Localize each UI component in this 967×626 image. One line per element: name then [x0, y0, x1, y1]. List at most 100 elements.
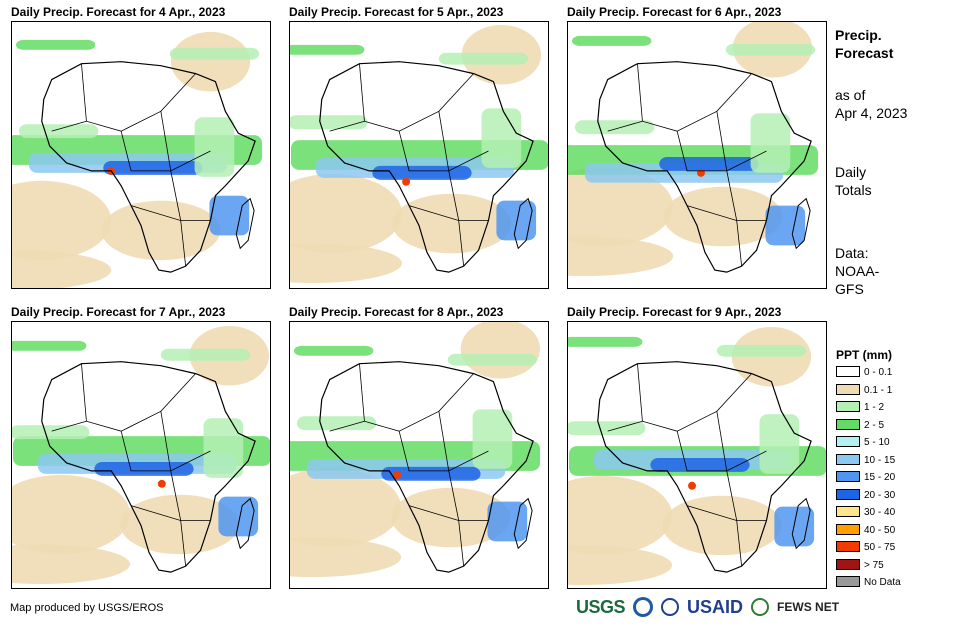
- country-borders: [41, 61, 256, 273]
- legend-item: 5 - 10: [836, 436, 890, 449]
- legend-swatch: [836, 541, 860, 552]
- precip-band: [296, 416, 377, 431]
- precip-band: [194, 117, 235, 177]
- precip-hotspot: [393, 470, 402, 479]
- panel-title-4: Daily Precip. Forecast for 7 Apr., 2023: [11, 305, 226, 319]
- panel-title-2: Daily Precip. Forecast for 5 Apr., 2023: [289, 5, 504, 19]
- usaid-logo: USAID: [687, 596, 744, 617]
- usaid-seal-icon: [661, 598, 680, 616]
- legend-label: 20 - 30: [864, 489, 896, 501]
- precip-band: [209, 195, 250, 236]
- country-border: [676, 431, 767, 472]
- country-border: [438, 411, 489, 521]
- country-border: [120, 131, 211, 172]
- legend-swatch: [836, 523, 860, 535]
- dry-area: [101, 200, 221, 261]
- dry-area: [12, 250, 112, 288]
- dry-area: [290, 243, 403, 284]
- precip-band: [472, 409, 513, 469]
- map-panel-2: [289, 21, 549, 289]
- map-panel-5: [289, 321, 549, 589]
- sidebar-asof: as of Apr 4, 2023: [835, 87, 908, 121]
- dry-area: [568, 236, 674, 277]
- fews-seal-icon: [751, 598, 770, 616]
- precip-band: [381, 466, 481, 481]
- legend-label: > 75: [864, 559, 884, 571]
- legend-swatch: [836, 558, 860, 570]
- legend-item: 40 - 50: [836, 523, 896, 537]
- country-border: [637, 363, 752, 432]
- precip-hotspot: [688, 481, 697, 490]
- sidebar-totals: Daily Totals: [835, 164, 872, 198]
- panel-title-6: Daily Precip. Forecast for 9 Apr., 2023: [567, 305, 782, 319]
- legend-label: 0.1 - 1: [864, 384, 893, 396]
- country-border: [329, 420, 365, 432]
- country-border: [716, 111, 767, 221]
- legend-item: 10 - 15: [836, 453, 895, 467]
- precip-band: [725, 43, 816, 56]
- precip-band: [372, 165, 472, 180]
- legend-label: No Data: [864, 577, 901, 588]
- dry-area: [568, 545, 673, 586]
- country-border: [607, 120, 643, 132]
- legend-label: 50 - 75: [864, 542, 896, 553]
- precip-band: [487, 501, 528, 542]
- dry-area: [170, 31, 251, 92]
- country-border: [160, 411, 211, 521]
- madagascar-outline: [235, 197, 255, 250]
- country-border: [398, 431, 489, 472]
- madagascar-outline: [791, 197, 811, 250]
- map-graphic: [568, 22, 819, 277]
- map-panel-6: [567, 321, 827, 589]
- dry-area: [290, 537, 402, 578]
- precip-band: [750, 113, 791, 173]
- legend-item: 0 - 0.1: [836, 366, 892, 379]
- fews-net-logo: FEWS NET: [777, 600, 840, 614]
- country-border: [408, 505, 465, 567]
- country-border: [359, 363, 474, 432]
- precip-band: [293, 345, 374, 356]
- legend-swatch: [836, 453, 860, 465]
- legend-swatch: [836, 366, 860, 377]
- country-border: [408, 205, 465, 267]
- dry-area: [290, 173, 403, 254]
- country-border: [716, 411, 767, 521]
- dry-area: [120, 494, 240, 555]
- legend-item: 1 - 2: [836, 401, 884, 414]
- madagascar-outline: [513, 197, 533, 250]
- country-border: [81, 363, 196, 432]
- country-border: [130, 505, 187, 567]
- country-border: [607, 420, 643, 432]
- legend-item: 50 - 75: [836, 541, 895, 554]
- dry-area: [568, 166, 674, 247]
- dry-area: [460, 322, 541, 379]
- country-border: [686, 205, 743, 267]
- country-border: [686, 505, 743, 567]
- precip-band: [15, 39, 96, 50]
- precip-hotspot: [157, 479, 166, 488]
- panel-title-5: Daily Precip. Forecast for 8 Apr., 2023: [289, 305, 504, 319]
- map-graphic: [568, 326, 826, 586]
- dry-area: [290, 467, 402, 548]
- country-border: [130, 205, 187, 267]
- precip-band: [765, 205, 806, 246]
- precip-band: [481, 108, 522, 168]
- legend-label: 15 - 20: [864, 472, 896, 483]
- country-border: [359, 63, 474, 132]
- precip-band: [290, 44, 365, 55]
- legend-item: 2 - 5: [836, 418, 884, 432]
- dry-area: [12, 544, 131, 585]
- dry-area: [12, 474, 131, 555]
- sidebar-title: Precip. Forecast: [835, 27, 894, 61]
- legend-label: 40 - 50: [864, 524, 896, 536]
- precip-hotspot: [402, 177, 411, 186]
- precip-band: [447, 353, 538, 366]
- logo-strip: USGS USAID FEWS NET: [576, 596, 839, 618]
- legend-swatch: [836, 471, 860, 482]
- legend-label: 0 - 0.1: [864, 367, 893, 378]
- map-panel-3: [567, 21, 827, 289]
- country-border: [637, 63, 752, 132]
- legend-swatch: [836, 401, 860, 412]
- legend-item: > 75: [836, 558, 884, 572]
- legend-swatch: [836, 576, 860, 587]
